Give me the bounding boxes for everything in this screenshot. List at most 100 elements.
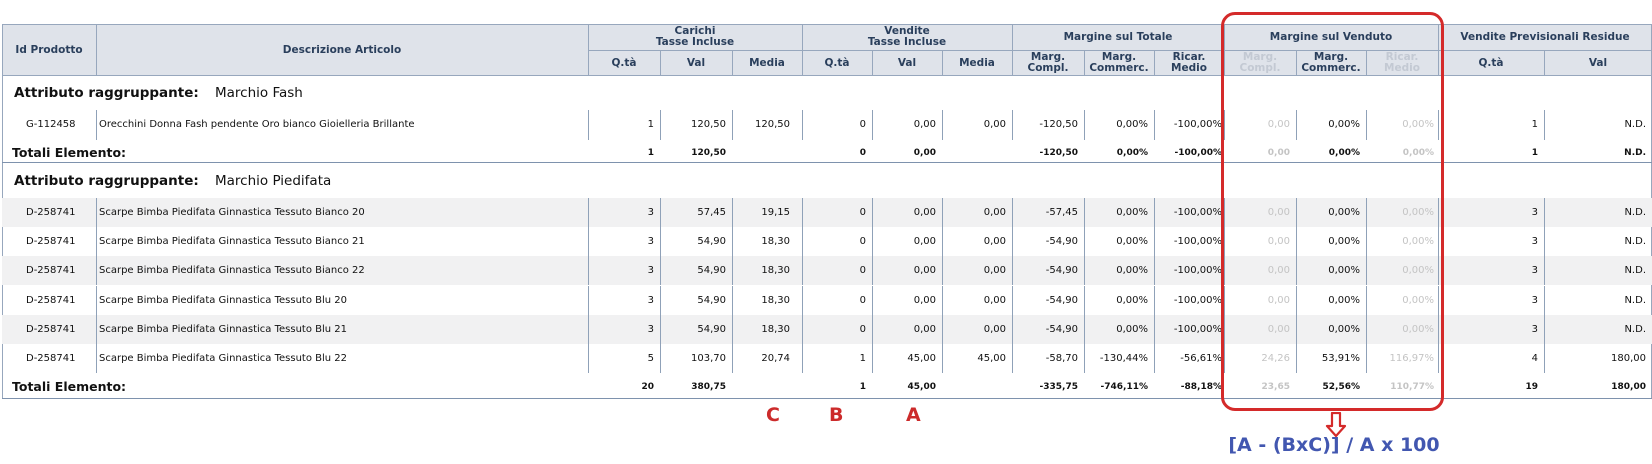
column-separator bbox=[1224, 110, 1225, 140]
row-mt-compl: -54,90 bbox=[1045, 324, 1078, 335]
column-separator bbox=[1296, 315, 1297, 344]
column-separator bbox=[942, 344, 943, 373]
row-c-val: 57,45 bbox=[697, 207, 726, 218]
row-p-qta: 3 bbox=[1531, 295, 1538, 306]
column-separator bbox=[1366, 256, 1367, 285]
row-mt-compl: -57,45 bbox=[1045, 207, 1078, 218]
row-v-media: 0,00 bbox=[983, 265, 1006, 276]
sub-vendite-val: Val bbox=[897, 56, 917, 69]
column-separator bbox=[588, 344, 589, 373]
row-c-val: 54,90 bbox=[697, 236, 726, 247]
column-separator bbox=[1224, 256, 1225, 285]
header-id-prodotto: Id Prodotto bbox=[15, 43, 83, 56]
header-separator bbox=[1224, 24, 1225, 76]
header-separator bbox=[1296, 50, 1297, 76]
row-p-qta: 3 bbox=[1531, 236, 1538, 247]
column-separator bbox=[802, 110, 803, 140]
column-separator bbox=[1154, 256, 1155, 285]
column-separator bbox=[660, 198, 661, 227]
column-separator bbox=[1544, 344, 1545, 373]
row-v-val: 0,00 bbox=[913, 119, 936, 130]
column-separator bbox=[1296, 198, 1297, 227]
total-p-val: 180,00 bbox=[1611, 382, 1646, 392]
row-mv-commerc: 0,00% bbox=[1328, 324, 1360, 335]
column-separator bbox=[872, 315, 873, 344]
total-mt-commerc: 0,00% bbox=[1116, 148, 1148, 158]
row-p-val: N.D. bbox=[1624, 207, 1646, 218]
sub-prev-qta: Q.tà bbox=[1478, 56, 1504, 69]
total-c-qta: 20 bbox=[641, 382, 654, 392]
column-separator bbox=[96, 198, 97, 227]
row-c-qta: 3 bbox=[647, 265, 654, 276]
formula-text: [A - (BxC)] / A x 100 bbox=[1228, 434, 1440, 456]
column-separator bbox=[1296, 256, 1297, 285]
sub-carichi-media: Media bbox=[749, 56, 785, 69]
row-mt-compl: -58,70 bbox=[1045, 353, 1078, 364]
row-mt-ricar: -100,00% bbox=[1173, 295, 1222, 306]
row-mt-commerc: 0,00% bbox=[1116, 324, 1148, 335]
row-mv-compl: 0,00 bbox=[1267, 119, 1290, 130]
row-v-media: 45,00 bbox=[977, 353, 1006, 364]
row-mt-ricar: -100,00% bbox=[1173, 119, 1222, 130]
row-c-qta: 3 bbox=[647, 207, 654, 218]
total-v-qta: 0 bbox=[859, 148, 866, 158]
column-separator bbox=[1438, 344, 1439, 373]
group-label: Attributo raggruppante: bbox=[14, 85, 199, 101]
column-separator bbox=[732, 286, 733, 315]
row-mt-compl: -120,50 bbox=[1039, 119, 1078, 130]
column-separator bbox=[942, 227, 943, 256]
total-c-val: 380,75 bbox=[691, 382, 726, 392]
total-c-qta: 1 bbox=[647, 148, 654, 158]
row-c-qta: 3 bbox=[647, 295, 654, 306]
row-mt-ricar: -56,61% bbox=[1180, 353, 1222, 364]
row-v-qta: 0 bbox=[859, 207, 866, 218]
row-id: D-258741 bbox=[26, 265, 76, 276]
column-separator bbox=[1438, 198, 1439, 227]
row-id: D-258741 bbox=[26, 324, 76, 335]
column-separator bbox=[732, 315, 733, 344]
row-p-val: N.D. bbox=[1624, 295, 1646, 306]
group-separator bbox=[2, 162, 1652, 163]
row-mv-ricar: 116,97% bbox=[1389, 353, 1435, 364]
column-separator bbox=[1438, 227, 1439, 256]
row-c-media: 120,50 bbox=[755, 119, 790, 130]
row-p-qta: 3 bbox=[1531, 207, 1538, 218]
column-separator bbox=[1366, 110, 1367, 140]
column-separator bbox=[872, 227, 873, 256]
column-separator bbox=[872, 286, 873, 315]
total-mt-ricar: -88,18% bbox=[1180, 382, 1222, 392]
column-separator bbox=[1438, 315, 1439, 344]
header-separator bbox=[802, 24, 803, 76]
row-id: D-258741 bbox=[26, 207, 76, 218]
row-c-val: 54,90 bbox=[697, 295, 726, 306]
column-separator bbox=[1224, 286, 1225, 315]
total-v-qta: 1 bbox=[859, 382, 866, 392]
sub-vendite-qta: Q.tà bbox=[824, 56, 850, 69]
row-c-media: 18,30 bbox=[761, 324, 790, 335]
total-mt-commerc: -746,11% bbox=[1100, 382, 1148, 392]
row-desc: Scarpe Bimba Piedifata Ginnastica Tessut… bbox=[99, 353, 348, 364]
column-separator bbox=[732, 256, 733, 285]
group-name: Marchio Fash bbox=[215, 85, 303, 101]
row-p-val: 180,00 bbox=[1611, 353, 1646, 364]
column-separator bbox=[1224, 198, 1225, 227]
column-separator bbox=[1544, 286, 1545, 315]
header-separator bbox=[942, 50, 943, 76]
row-mt-ricar: -100,00% bbox=[1173, 324, 1222, 335]
annotation-letter-b: B bbox=[829, 404, 844, 426]
column-separator bbox=[1438, 256, 1439, 285]
column-separator bbox=[1366, 286, 1367, 315]
total-c-val: 120,50 bbox=[691, 148, 726, 158]
row-desc: Scarpe Bimba Piedifata Ginnastica Tessut… bbox=[99, 207, 365, 218]
column-separator bbox=[96, 315, 97, 344]
column-separator bbox=[802, 315, 803, 344]
total-mv-commerc: 52,56% bbox=[1322, 382, 1361, 392]
column-separator bbox=[1012, 198, 1013, 227]
header-carichi: Carichi Tasse Incluse bbox=[655, 25, 735, 48]
header-separator bbox=[660, 50, 661, 76]
column-separator bbox=[660, 256, 661, 285]
column-separator bbox=[942, 198, 943, 227]
column-separator bbox=[802, 227, 803, 256]
row-mv-ricar: 0,00% bbox=[1402, 207, 1434, 218]
column-separator bbox=[1084, 110, 1085, 140]
